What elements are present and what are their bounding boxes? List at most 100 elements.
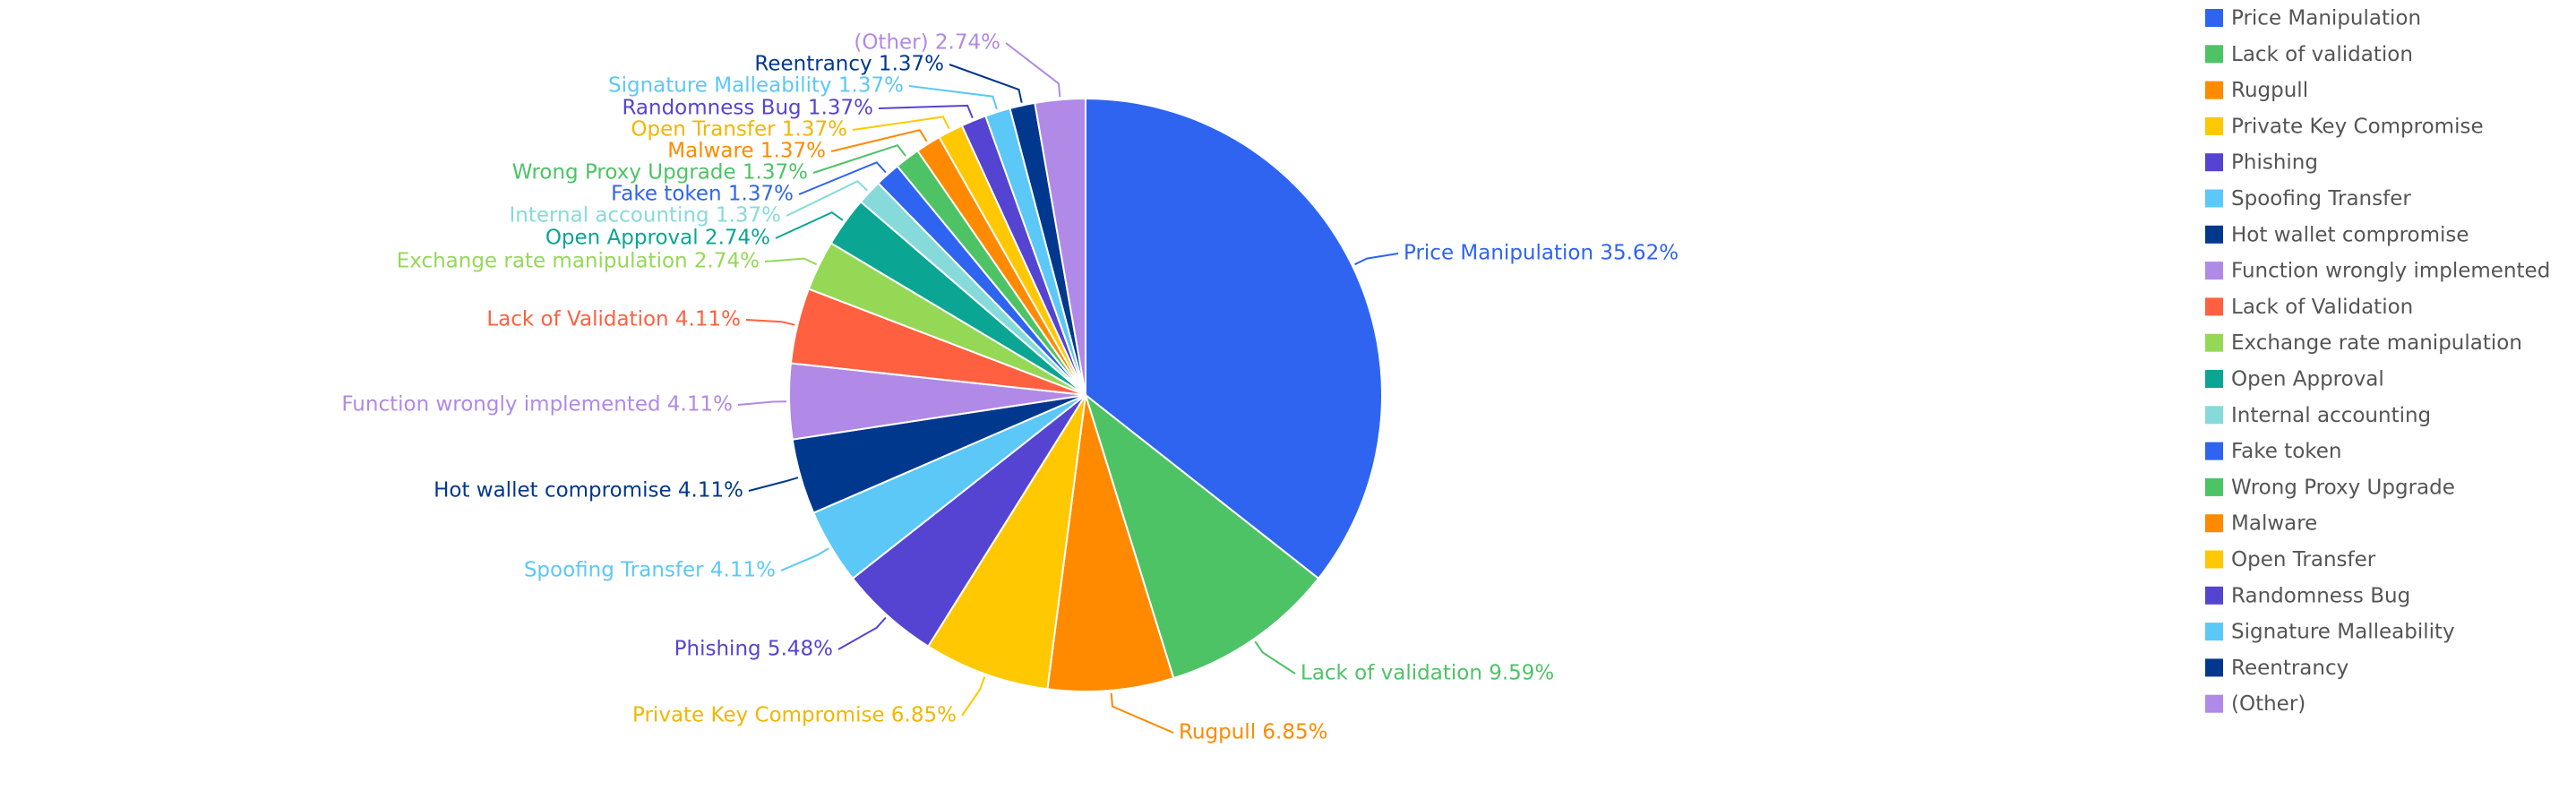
legend-label: Randomness Bug (2231, 584, 2410, 607)
slice-label-private-key-compromise: Private Key Compromise 6.85% (632, 704, 957, 727)
slice-label-internal-accounting: Internal accounting 1.37% (509, 204, 781, 228)
legend-swatch (2205, 225, 2223, 244)
legend-label: Signature Malleability (2231, 621, 2455, 644)
legend-item-open-approval[interactable]: Open Approval (2205, 368, 2384, 391)
legend-item-wrong-proxy-upgrade[interactable]: Wrong Proxy Upgrade (2205, 476, 2455, 499)
legend-label: Price Manipulation (2231, 7, 2421, 30)
legend-item-open-transfer[interactable]: Open Transfer (2205, 548, 2376, 571)
leader-line-internal-accounting (786, 180, 868, 217)
slice-label-randomness-bug: Randomness Bug 1.37% (622, 97, 873, 120)
leader-line-open-approval (775, 210, 844, 239)
legend-swatch (2205, 550, 2223, 569)
pie-slice-price-manipulation[interactable] (1085, 98, 1383, 580)
leader-line-reentrancy (949, 64, 1023, 103)
legend-item-lack-of-validation[interactable]: Lack of validation (2205, 43, 2413, 66)
slice-label-spoofing-transfer: Spoofing Transfer 4.11% (524, 559, 776, 582)
slice-label-exchange-rate-manipulation: Exchange rate manipulation 2.74% (397, 250, 760, 273)
legend-label: Spoofing Transfer (2231, 187, 2411, 210)
legend-label: Lack of Validation (2231, 296, 2413, 319)
legend-item-reentrancy[interactable]: Reentrancy (2205, 657, 2348, 680)
legend-swatch (2205, 586, 2223, 605)
legend-swatch (2205, 623, 2223, 641)
legend-swatch (2205, 370, 2223, 388)
legend-item-price-manipulation[interactable]: Price Manipulation (2205, 7, 2421, 30)
slice-label-other: (Other) 2.74% (854, 31, 1000, 55)
legend-swatch (2205, 333, 2223, 352)
leader-line-exchange-rate-manipulation (764, 257, 817, 266)
legend-item-malware[interactable]: Malware (2205, 512, 2317, 536)
leader-line-signature-malleability (908, 85, 998, 110)
legend-swatch (2205, 477, 2223, 496)
leader-line-lack-of-validation (745, 319, 795, 326)
legend-label: Internal accounting (2231, 404, 2431, 427)
leader-line-fake-token (798, 161, 887, 195)
legend-swatch (2205, 514, 2223, 533)
slice-label-fake-token: Fake token 1.37% (611, 183, 794, 206)
legend-item-other[interactable]: (Other) (2205, 692, 2306, 716)
pie-leader-lines (737, 42, 1399, 734)
slice-label-wrong-proxy-upgrade: Wrong Proxy Upgrade 1.37% (512, 161, 808, 185)
slice-label-signature-malleability: Signature Malleability 1.37% (608, 74, 904, 98)
chart-legend: Price Manipulation Lack of validation Rugp… (2205, 7, 2550, 716)
legend-label: Phishing (2231, 151, 2318, 175)
legend-item-function-wrongly-implemented[interactable]: Function wrongly implemented (2205, 260, 2550, 283)
legend-swatch (2205, 153, 2223, 172)
slice-label-lack-of-validation: Lack of Validation 4.11% (486, 308, 741, 331)
leader-line-price-manipulation (1354, 253, 1399, 266)
legend-swatch (2205, 406, 2223, 425)
legend-swatch (2205, 262, 2223, 280)
legend-label: Rugpull (2231, 79, 2308, 102)
legend-item-randomness-bug[interactable]: Randomness Bug (2205, 584, 2410, 607)
slice-label-reentrancy: Reentrancy 1.37% (754, 53, 944, 76)
legend-label: Function wrongly implemented (2231, 260, 2550, 283)
legend-label: Lack of validation (2231, 43, 2413, 66)
leader-line-phishing (837, 616, 887, 650)
pie-slice-private-key-compromise[interactable] (927, 394, 1086, 691)
legend-label: Exchange rate manipulation (2231, 331, 2522, 355)
legend-label: Hot wallet compromise (2231, 223, 2469, 246)
pie-slice-lack-of-validation[interactable] (1085, 394, 1320, 680)
legend-swatch (2205, 9, 2223, 27)
leader-line-open-transfer (852, 116, 950, 131)
legend-item-hot-wallet-compromise[interactable]: Hot wallet compromise (2205, 223, 2469, 246)
leader-line-malware (830, 129, 928, 152)
leader-line-hot-wallet-compromise (748, 477, 799, 492)
leader-line-other (1005, 42, 1061, 98)
slice-label-malware: Malware 1.37% (667, 140, 826, 163)
slice-label-lack-of-validation: Lack of validation 9.59% (1301, 662, 1554, 685)
pie-slice-rugpull[interactable] (1046, 394, 1175, 693)
legend-label: Wrong Proxy Upgrade (2231, 476, 2455, 499)
legend-item-signature-malleability[interactable]: Signature Malleability (2205, 621, 2455, 644)
pie-slice-other[interactable] (1034, 98, 1086, 396)
slice-label-hot-wallet-compromise: Hot wallet compromise 4.11% (434, 479, 743, 503)
legend-label: Open Transfer (2231, 548, 2376, 571)
leader-line-function-wrongly-implemented (737, 400, 787, 406)
leader-line-rugpull (1110, 692, 1174, 734)
legend-item-phishing[interactable]: Phishing (2205, 151, 2318, 175)
legend-item-lack-of-validation[interactable]: Lack of Validation (2205, 296, 2413, 319)
legend-item-exchange-rate-manipulation[interactable]: Exchange rate manipulation (2205, 331, 2522, 355)
legend-label: Fake token (2231, 440, 2342, 463)
legend-item-fake-token[interactable]: Fake token (2205, 440, 2342, 463)
legend-swatch (2205, 116, 2223, 135)
legend-swatch (2205, 442, 2223, 460)
slice-label-rugpull: Rugpull 6.85% (1179, 721, 1327, 744)
legend-label: Private Key Compromise (2231, 115, 2484, 138)
slice-label-open-approval: Open Approval 2.74% (545, 227, 770, 250)
legend-item-private-key-compromise[interactable]: Private Key Compromise (2205, 115, 2484, 138)
slice-label-function-wrongly-implemented: Function wrongly implemented 4.11% (341, 393, 733, 417)
legend-label: (Other) (2231, 692, 2306, 716)
slice-label-open-transfer: Open Transfer 1.37% (631, 118, 847, 142)
legend-item-spoofing-transfer[interactable]: Spoofing Transfer (2205, 187, 2411, 210)
legend-label: Malware (2231, 512, 2317, 536)
legend-item-rugpull[interactable]: Rugpull (2205, 79, 2308, 102)
leader-line-lack-of-validation (1254, 640, 1296, 674)
legend-swatch (2205, 297, 2223, 316)
legend-swatch (2205, 658, 2223, 677)
slice-label-phishing: Phishing 5.48% (674, 638, 833, 661)
legend-swatch (2205, 81, 2223, 99)
slice-label-price-manipulation: Price Manipulation 35.62% (1404, 242, 1679, 265)
legend-item-internal-accounting[interactable]: Internal accounting (2205, 404, 2431, 427)
